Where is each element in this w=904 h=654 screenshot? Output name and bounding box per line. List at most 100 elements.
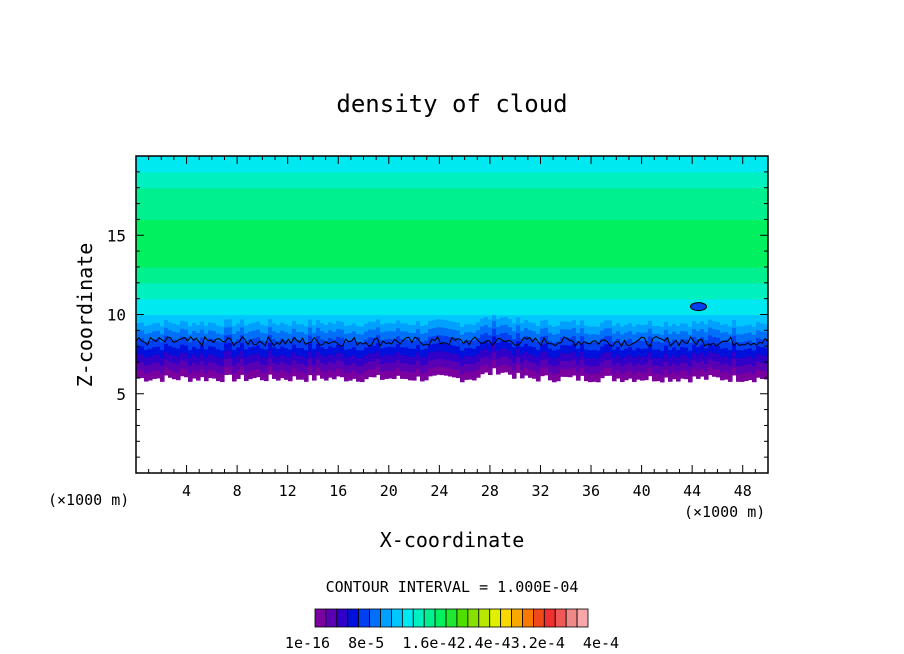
heatmap-cell (744, 187, 749, 205)
heatmap-cell (360, 266, 365, 284)
heatmap-cell (212, 156, 217, 173)
heatmap-cell (680, 370, 685, 379)
heatmap-cell (152, 219, 157, 236)
heatmap-cell (448, 219, 453, 236)
heatmap-cell (488, 334, 493, 344)
heatmap-cell (236, 235, 241, 252)
heatmap-cell (752, 326, 757, 335)
heatmap-cell (404, 354, 409, 364)
heatmap-cell (292, 328, 297, 337)
heatmap-cell (736, 156, 741, 173)
heatmap-cell (640, 282, 645, 300)
heatmap-cell (308, 187, 313, 205)
heatmap-cell (392, 156, 397, 173)
heatmap-cell (680, 235, 685, 252)
heatmap-cell (544, 314, 549, 320)
heatmap-cell (372, 352, 377, 362)
heatmap-cell (612, 235, 617, 252)
heatmap-cell (492, 219, 497, 236)
heatmap-cell (644, 235, 649, 252)
heatmap-cell (376, 171, 381, 189)
heatmap-cell (240, 358, 245, 367)
heatmap-cell (276, 348, 281, 357)
heatmap-cell (168, 266, 173, 284)
heatmap-cell (208, 361, 213, 371)
heatmap-cell (272, 203, 277, 220)
heatmap-cell (508, 326, 513, 336)
heatmap-cell (308, 334, 313, 344)
heatmap-cell (188, 341, 193, 351)
heatmap-cell (380, 371, 385, 380)
heatmap-cell (268, 314, 273, 320)
heatmap-cell (252, 251, 257, 268)
heatmap-cell (460, 171, 465, 189)
heatmap-cell (480, 365, 485, 375)
heatmap-cell (640, 348, 645, 357)
heatmap-cell (716, 321, 721, 330)
heatmap-cell (140, 345, 145, 355)
heatmap-cell (504, 332, 509, 341)
heatmap-cell (352, 346, 357, 356)
heatmap-cell (628, 156, 633, 173)
heatmap-cell (476, 361, 481, 370)
heatmap-cell (668, 171, 673, 189)
heatmap-cell (464, 371, 469, 380)
heatmap-cell (276, 156, 281, 173)
heatmap-cell (540, 335, 545, 345)
heatmap-cell (372, 360, 377, 370)
heatmap-cell (476, 298, 481, 316)
heatmap-cell (572, 359, 577, 368)
heatmap-cell (356, 266, 361, 284)
heatmap-cell (260, 235, 265, 252)
heatmap-cell (404, 314, 409, 324)
heatmap-cell (360, 314, 365, 327)
heatmap-cell (136, 354, 141, 363)
heatmap-cell (676, 282, 681, 300)
heatmap-cell (420, 298, 425, 316)
heatmap-cell (552, 314, 557, 327)
heatmap-cell (548, 282, 553, 300)
heatmap-cell (172, 266, 177, 284)
heatmap-cell (192, 171, 197, 189)
heatmap-cell (304, 235, 309, 252)
heatmap-cell (484, 356, 489, 365)
heatmap-cell (764, 187, 768, 205)
heatmap-cell (372, 219, 377, 236)
heatmap-cell (760, 266, 765, 284)
heatmap-cell (236, 330, 241, 340)
heatmap-cell (168, 203, 173, 220)
heatmap-cell (672, 362, 677, 372)
heatmap-cell (196, 364, 201, 373)
heatmap-cell (140, 282, 145, 300)
heatmap-cell (660, 350, 665, 359)
heatmap-cell (712, 266, 717, 284)
heatmap-cell (236, 338, 241, 348)
heatmap-cell (184, 360, 189, 370)
heatmap-cell (684, 203, 689, 220)
heatmap-cell (200, 187, 205, 205)
heatmap-cell (676, 235, 681, 252)
heatmap-cell (560, 282, 565, 300)
heatmap-cell (240, 156, 245, 173)
heatmap-cell (696, 171, 701, 189)
heatmap-cell (196, 314, 201, 326)
heatmap-cell (544, 335, 549, 344)
heatmap-cell (356, 349, 361, 358)
heatmap-cell (180, 282, 185, 300)
heatmap-cell (460, 334, 465, 343)
heatmap-cell (336, 336, 341, 345)
heatmap-cell (504, 363, 509, 373)
heatmap-cell (588, 187, 593, 205)
heatmap-cell (196, 266, 201, 284)
heatmap-cell (328, 266, 333, 284)
heatmap-cell (552, 342, 557, 351)
heatmap-cell (448, 251, 453, 268)
heatmap-cell (464, 266, 469, 284)
heatmap-cell (180, 343, 185, 353)
heatmap-cell (160, 251, 165, 268)
heatmap-cell (724, 314, 729, 325)
heatmap-cell (180, 328, 185, 337)
heatmap-cell (168, 219, 173, 236)
heatmap-cell (688, 251, 693, 268)
heatmap-cell (408, 348, 413, 357)
